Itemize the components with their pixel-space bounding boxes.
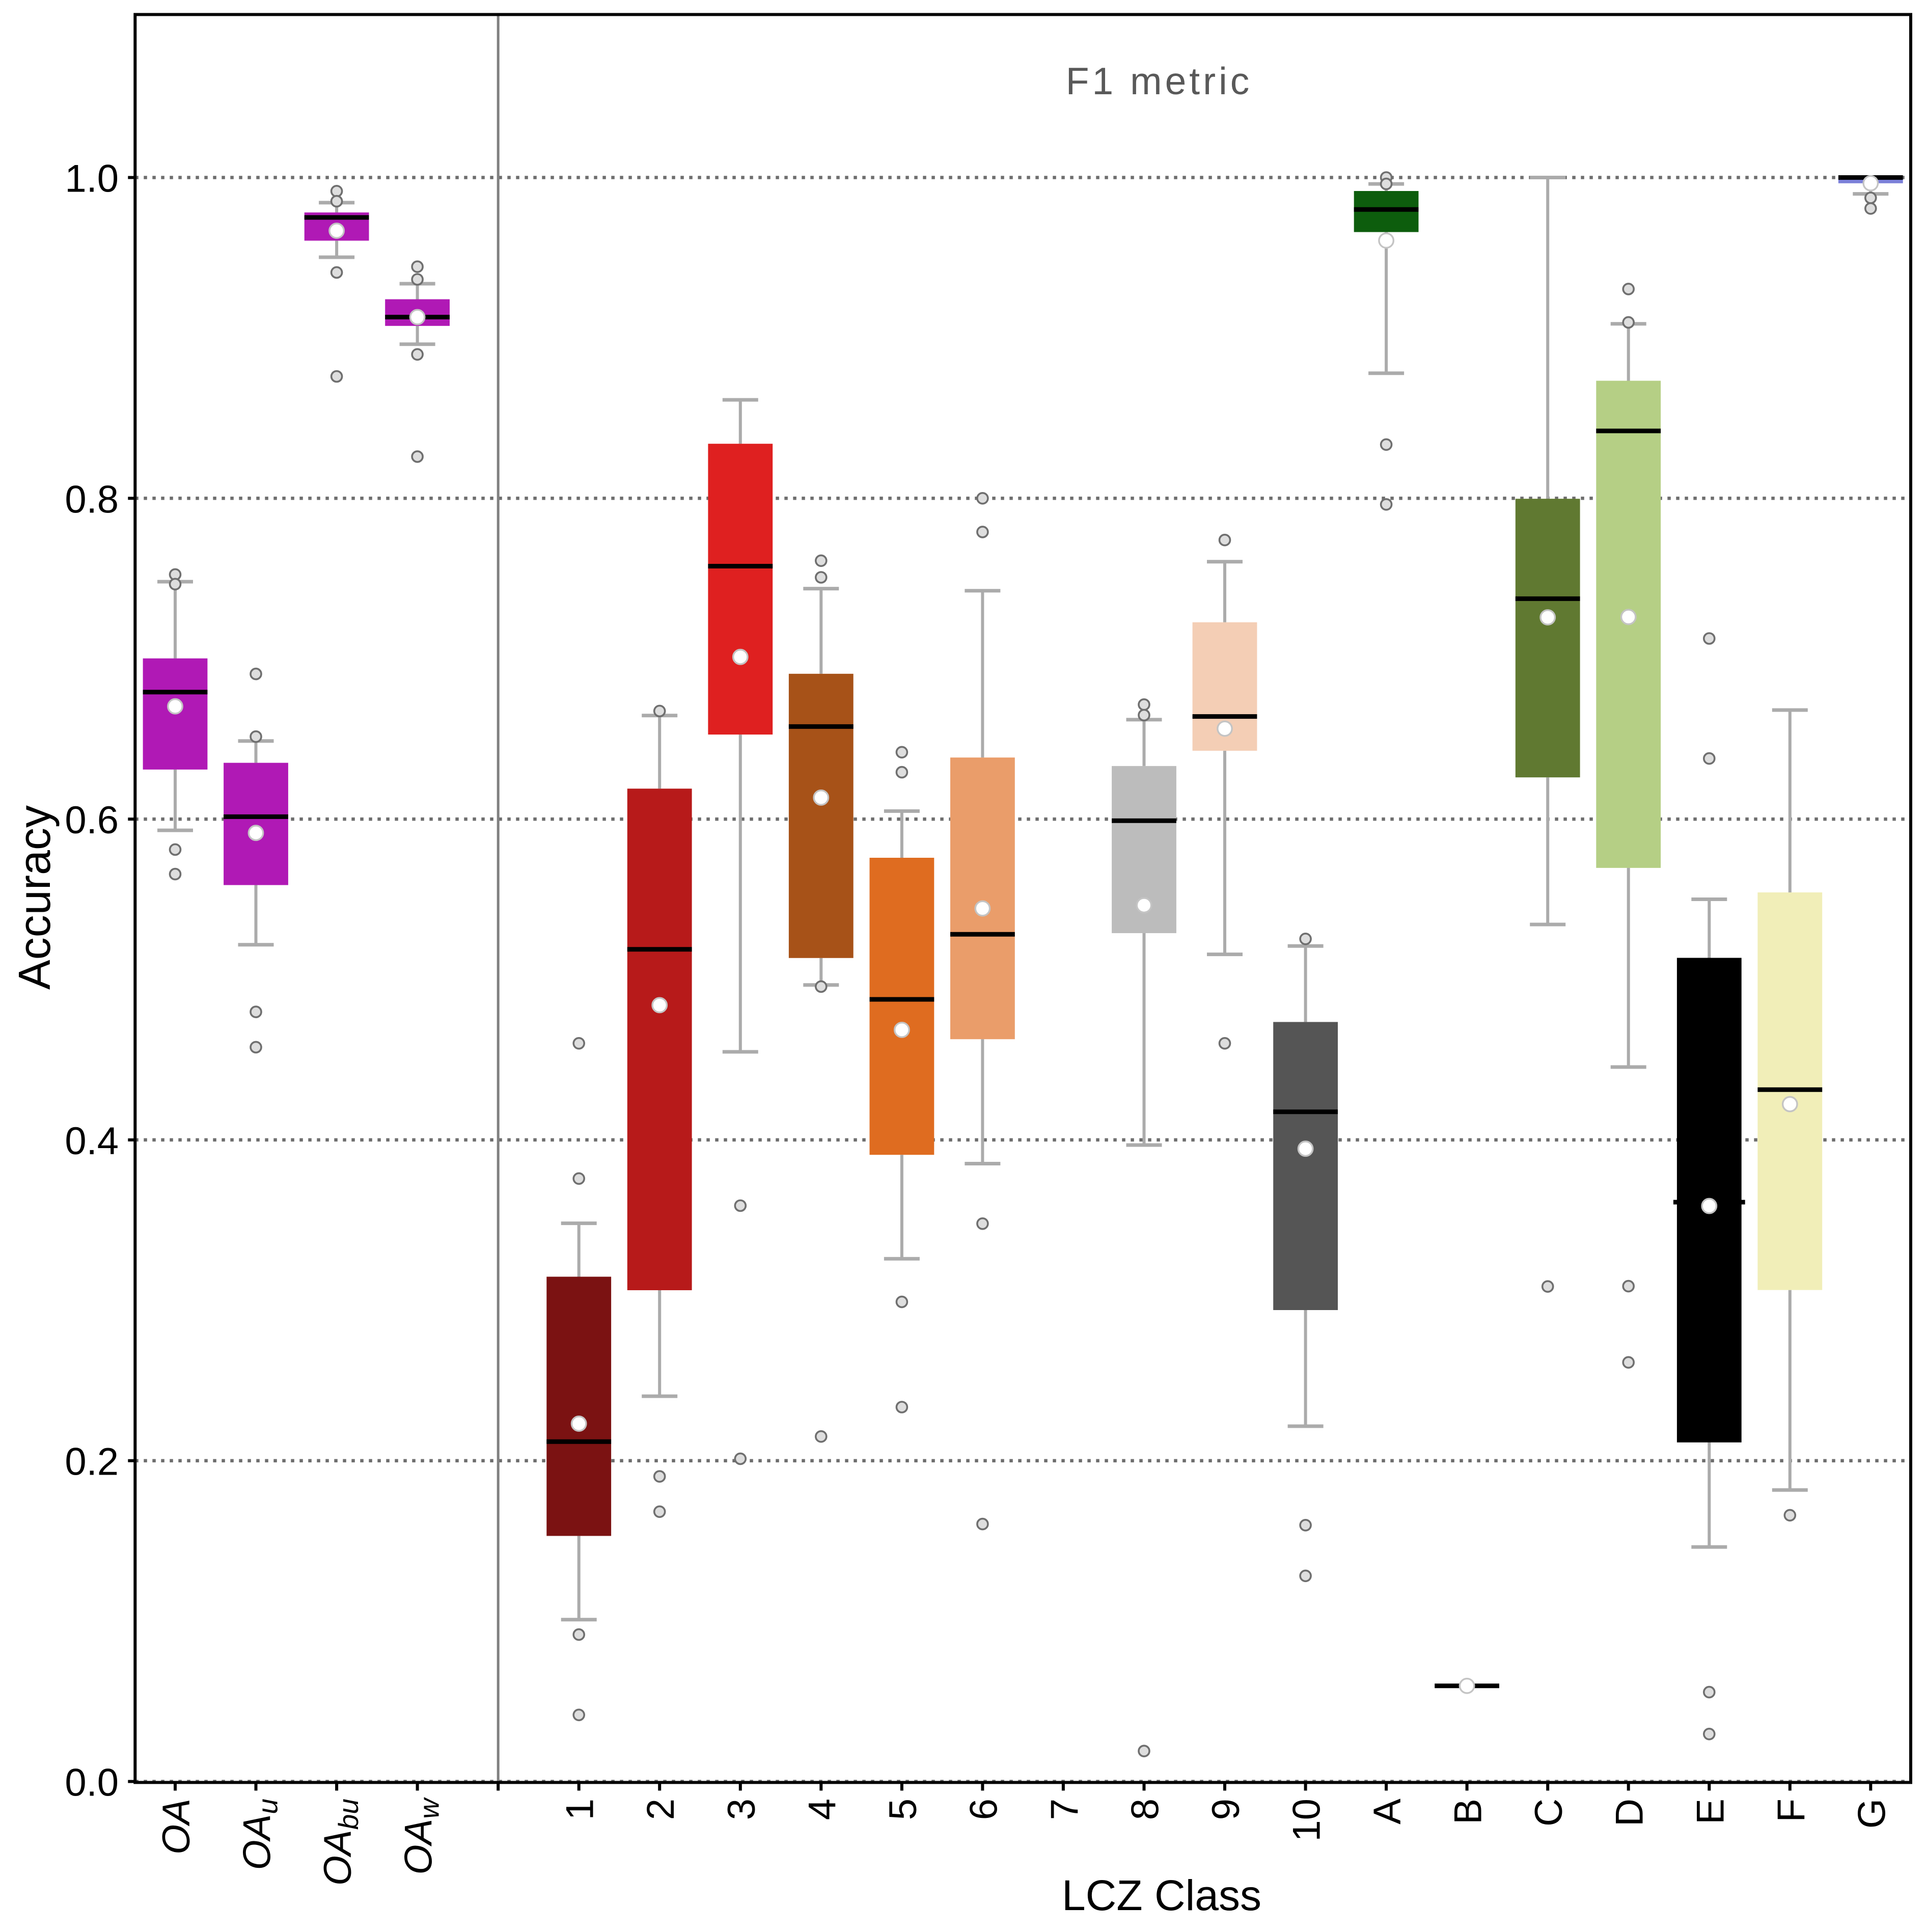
svg-text:0.6: 0.6 bbox=[65, 799, 119, 842]
svg-text:4: 4 bbox=[801, 1799, 844, 1820]
svg-text:E: E bbox=[1689, 1799, 1732, 1825]
svg-text:B: B bbox=[1447, 1799, 1490, 1825]
svg-text:10: 10 bbox=[1285, 1799, 1329, 1842]
svg-text:LCZ Class: LCZ Class bbox=[1062, 1871, 1261, 1919]
svg-text:1.0: 1.0 bbox=[65, 157, 119, 201]
svg-text:F1 metric: F1 metric bbox=[1066, 60, 1253, 102]
svg-text:2: 2 bbox=[639, 1799, 682, 1820]
svg-text:Accuracy: Accuracy bbox=[9, 805, 60, 990]
svg-text:3: 3 bbox=[720, 1799, 763, 1820]
svg-text:0.2: 0.2 bbox=[65, 1440, 119, 1484]
svg-text:8: 8 bbox=[1124, 1799, 1167, 1820]
svg-text:5: 5 bbox=[882, 1799, 925, 1820]
svg-text:F: F bbox=[1770, 1799, 1813, 1822]
svg-text:0.8: 0.8 bbox=[65, 478, 119, 521]
svg-text:D: D bbox=[1608, 1799, 1652, 1827]
svg-text:OAu: OAu bbox=[236, 1799, 284, 1870]
svg-text:OAw: OAw bbox=[397, 1797, 445, 1875]
svg-text:A: A bbox=[1366, 1799, 1409, 1825]
svg-text:1: 1 bbox=[559, 1799, 602, 1820]
svg-text:G: G bbox=[1850, 1799, 1893, 1829]
svg-text:7: 7 bbox=[1043, 1799, 1086, 1820]
svg-text:6: 6 bbox=[962, 1799, 1005, 1820]
svg-text:C: C bbox=[1527, 1799, 1571, 1827]
svg-text:0.0: 0.0 bbox=[65, 1761, 119, 1805]
svg-text:OAbu: OAbu bbox=[316, 1799, 364, 1886]
svg-text:OA: OA bbox=[155, 1799, 198, 1855]
svg-text:9: 9 bbox=[1204, 1799, 1248, 1820]
svg-text:0.4: 0.4 bbox=[65, 1120, 119, 1163]
